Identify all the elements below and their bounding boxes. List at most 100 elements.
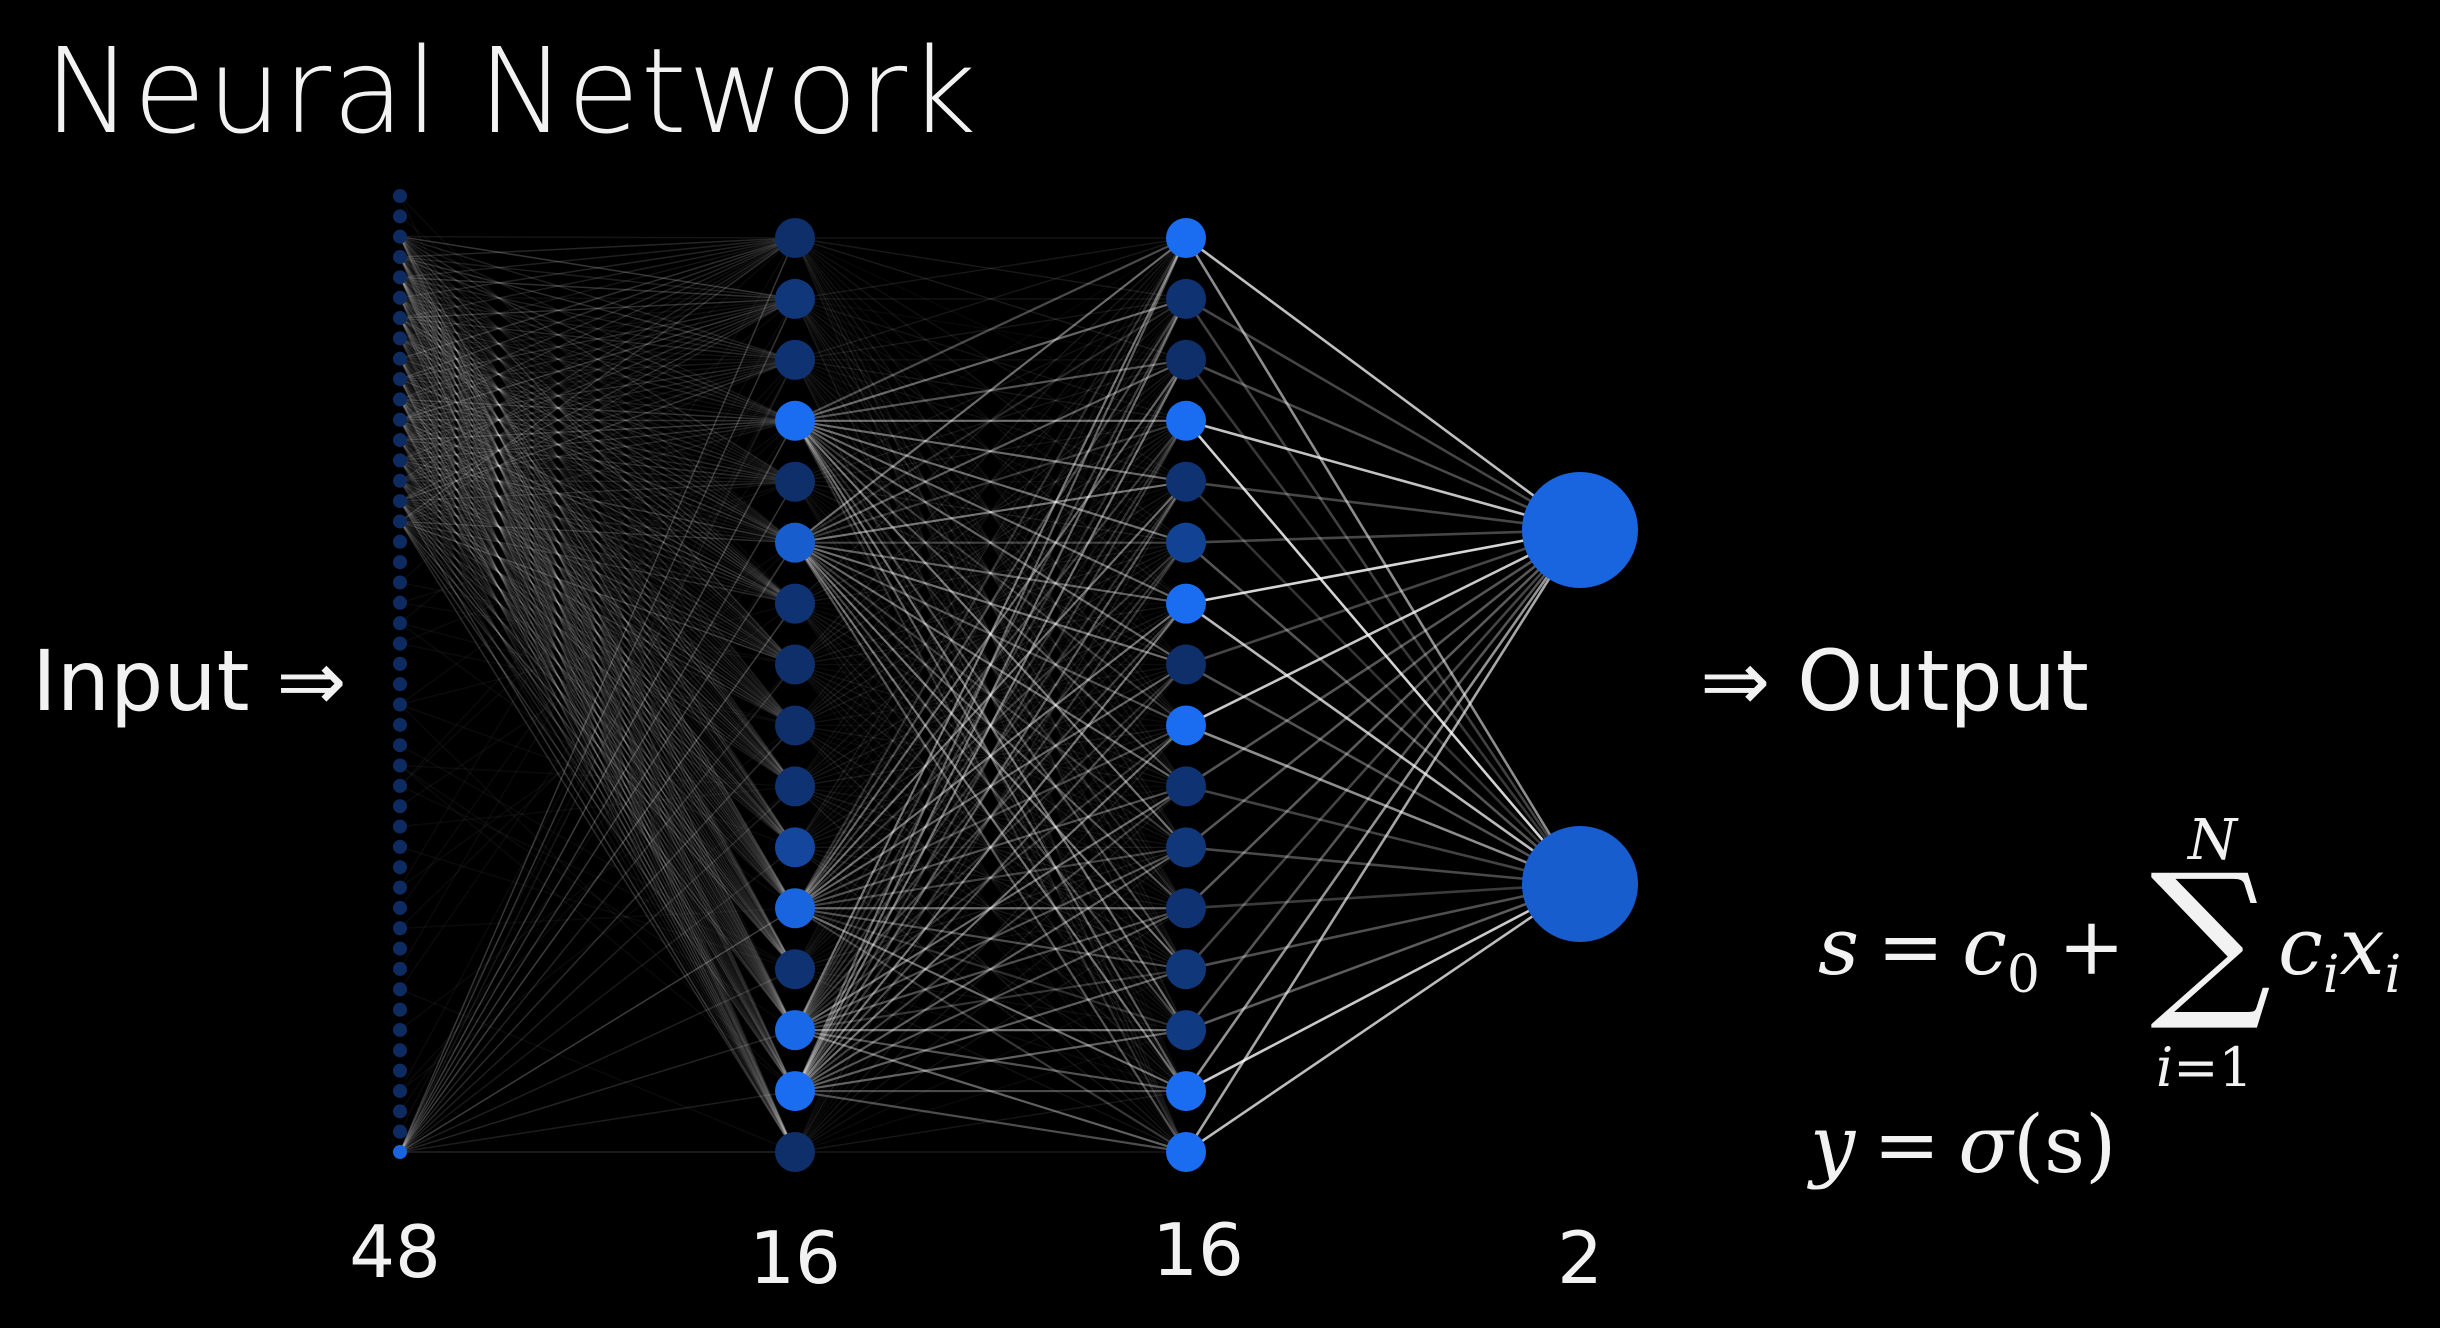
edge-in-h1 <box>399 276 796 300</box>
edge-h1-h2 <box>794 1029 1187 1154</box>
edge-in-h1 <box>399 399 796 1092</box>
edge-h1-h2 <box>794 481 1187 909</box>
edge-in-h1 <box>399 378 796 1092</box>
hidden2-neuron <box>1166 766 1206 807</box>
edge-in-h1 <box>399 520 796 666</box>
edge-in-h1 <box>399 338 796 1153</box>
edge-h1-h2 <box>794 603 1187 909</box>
edge-h1-h2 <box>794 1029 1187 1093</box>
hidden1-neuron <box>775 827 815 868</box>
edge-h2-out <box>1185 724 1581 886</box>
edge-h1-h2 <box>794 907 1187 1093</box>
edge-in-h1 <box>399 480 796 970</box>
edge-h1-h2 <box>794 237 1187 361</box>
edge-h1-h2 <box>794 603 1187 1092</box>
edge-h1-h2 <box>794 542 1187 787</box>
edge-h1-h2 <box>794 541 1187 605</box>
edge-in-h1 <box>399 337 796 909</box>
equation-summand: cixi <box>2278 900 2401 1005</box>
edge-in-h1 <box>399 298 796 624</box>
edge-in-h1 <box>399 256 796 787</box>
input-neuron <box>393 209 407 224</box>
edge-h1-h2 <box>794 359 1187 1092</box>
edge-in-h1 <box>399 500 796 666</box>
edge-in-h1 <box>399 439 796 1153</box>
edge-in-h1 <box>399 480 796 787</box>
edge-in-h1 <box>399 439 796 1031</box>
edge-h1-h2 <box>794 298 1187 483</box>
edge-in-h1 <box>399 317 796 848</box>
input-neuron <box>393 1145 407 1159</box>
edge-in-h1 <box>399 236 796 848</box>
edge-in-h1 <box>399 359 796 909</box>
edge-in-h1 <box>399 481 796 645</box>
edge-h1-h2 <box>794 1029 1187 1093</box>
output-neuron <box>1522 826 1638 942</box>
edge-in-h1 <box>399 602 796 889</box>
edge-h1-h2 <box>794 298 1187 605</box>
eq-y-arg: (s) <box>2012 1098 2117 1191</box>
edge-h1-h2 <box>794 603 1187 848</box>
summand-c-sub: i <box>2322 945 2340 1005</box>
edge-h1-h2 <box>794 481 1187 727</box>
edge-in-h1 <box>399 237 796 340</box>
edge-in-h1 <box>399 237 796 502</box>
edge-h1-h2 <box>794 785 1187 1032</box>
edge-h1-h2 <box>794 846 1187 970</box>
edge-in-h1 <box>399 1029 796 1153</box>
hidden1-neuron <box>775 766 815 807</box>
input-neuron <box>393 229 407 244</box>
edge-h2-out <box>1185 528 1581 666</box>
edge-h1-h2 <box>794 298 1187 361</box>
edge-in-h1 <box>399 420 796 523</box>
edge-in-h1 <box>399 399 796 1153</box>
edge-h2-out <box>1184 529 1582 1031</box>
input-neuron <box>393 636 407 651</box>
edge-h1-h2 <box>794 724 1187 788</box>
edge-h1-h2 <box>794 481 1187 666</box>
edge-in-h1 <box>399 420 796 706</box>
edge-in-h1 <box>399 398 796 483</box>
edge-h1-h2 <box>794 298 1187 1031</box>
edge-in-h1 <box>399 358 796 605</box>
edge-in-h1 <box>399 359 796 1133</box>
hidden2-neuron <box>1166 888 1206 929</box>
edge-in-h1 <box>399 378 796 605</box>
edge-in-h1 <box>399 298 796 340</box>
edge-in-h1 <box>399 237 796 380</box>
edge-in-h1 <box>399 459 796 1031</box>
edge-h2-out <box>1185 236 1581 532</box>
hidden1-neuron <box>775 218 815 258</box>
edge-h1-h2 <box>794 359 1187 726</box>
edge-h1-h2 <box>794 542 1187 1092</box>
edge-h1-h2 <box>794 359 1187 970</box>
edge-in-h1 <box>399 439 796 544</box>
edge-h1-h2 <box>794 542 1187 848</box>
edge-in-h1 <box>399 277 796 1153</box>
hidden1-neuron <box>775 888 815 929</box>
edge-in-h1 <box>399 358 796 848</box>
edge-in-h1 <box>399 276 796 848</box>
edge-in-h1 <box>399 419 796 848</box>
edge-in-h1 <box>399 459 796 666</box>
hidden2-neuron <box>1166 1132 1206 1172</box>
edge-in-h1 <box>399 358 796 909</box>
edge-h2-out <box>1185 846 1581 886</box>
edge-h2-out <box>1185 663 1581 886</box>
edge-in-h1 <box>399 420 796 441</box>
edge-in-h1 <box>399 195 796 1031</box>
edge-in-h1 <box>399 297 796 1031</box>
edge-in-h1 <box>399 744 796 970</box>
edge-h1-h2 <box>794 603 1187 970</box>
edge-in-h1 <box>399 317 796 666</box>
edge-in-h1 <box>399 419 796 544</box>
edge-h1-h2 <box>794 237 1187 1153</box>
edge-h1-h2 <box>794 481 1187 787</box>
edge-h1-h2 <box>794 542 1187 727</box>
edge-in-h1 <box>399 357 796 422</box>
edge-in-h1 <box>399 764 796 1092</box>
edge-h1-h2 <box>794 237 1187 666</box>
eq-plus: + <box>2058 900 2126 993</box>
input-neuron <box>393 982 407 997</box>
edge-h2-out <box>1185 541 1581 885</box>
